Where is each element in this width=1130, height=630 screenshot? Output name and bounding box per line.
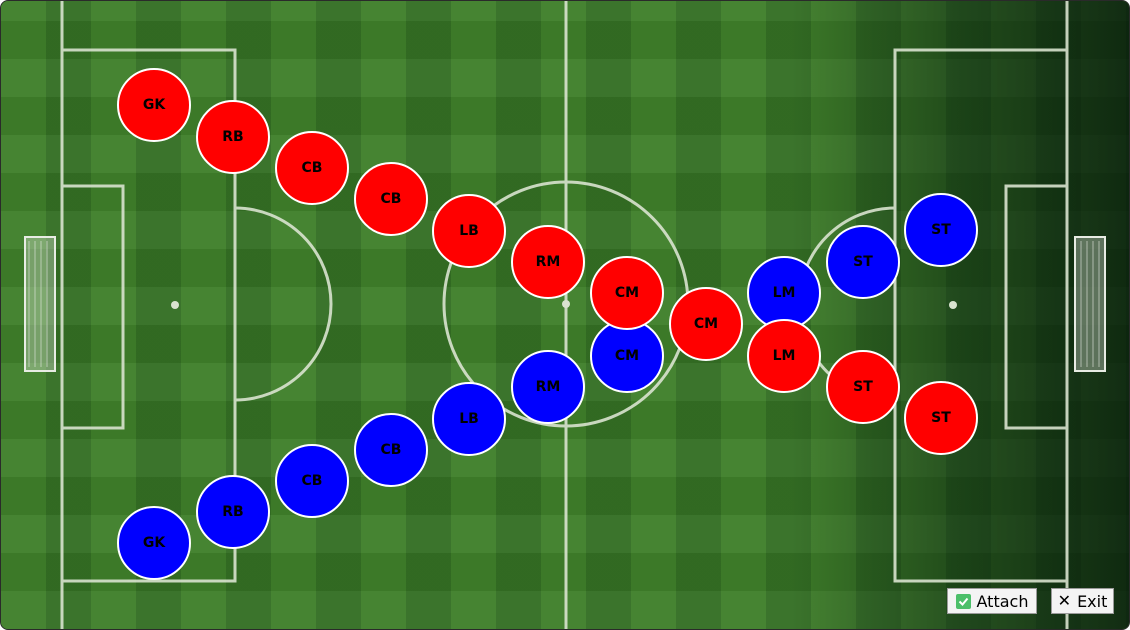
blue-player-lm[interactable]: LM (747, 256, 821, 330)
blue-player-lb[interactable]: LB (432, 382, 506, 456)
checkbox-checked-icon (955, 593, 971, 609)
center-spot (562, 300, 570, 308)
right-goal (1074, 236, 1106, 372)
blue-player-st[interactable]: ST (904, 193, 978, 267)
attach-button[interactable]: Attach (947, 588, 1037, 614)
blue-player-cb[interactable]: CB (354, 413, 428, 487)
left-penalty-spot (171, 301, 179, 309)
left-goal-area (60, 184, 125, 430)
blue-player-cm[interactable]: CM (590, 319, 664, 393)
exit-button-label: Exit (1077, 591, 1108, 611)
blue-player-st[interactable]: ST (826, 225, 900, 299)
red-player-lm[interactable]: LM (747, 319, 821, 393)
red-player-rm[interactable]: RM (511, 225, 585, 299)
red-player-st[interactable]: ST (826, 350, 900, 424)
right-penalty-area (893, 48, 1069, 583)
red-player-st[interactable]: ST (904, 381, 978, 455)
blue-player-cb[interactable]: CB (275, 444, 349, 518)
red-player-cm[interactable]: CM (669, 287, 743, 361)
exit-button[interactable]: ✕ Exit (1051, 588, 1114, 614)
close-icon: ✕ (1057, 591, 1072, 610)
right-penalty-spot (949, 301, 957, 309)
blue-player-rm[interactable]: RM (511, 350, 585, 424)
red-player-cm[interactable]: CM (590, 256, 664, 330)
red-player-cb[interactable]: CB (275, 131, 349, 205)
right-goal-area (1004, 184, 1069, 430)
attach-button-label: Attach (976, 591, 1029, 611)
blue-player-gk[interactable]: GK (117, 506, 191, 580)
red-player-lb[interactable]: LB (432, 194, 506, 268)
red-player-rb[interactable]: RB (196, 100, 270, 174)
red-player-gk[interactable]: GK (117, 68, 191, 142)
blue-player-rb[interactable]: RB (196, 475, 270, 549)
red-player-cb[interactable]: CB (354, 162, 428, 236)
left-penalty-arc (234, 206, 333, 402)
left-goal (24, 236, 56, 372)
